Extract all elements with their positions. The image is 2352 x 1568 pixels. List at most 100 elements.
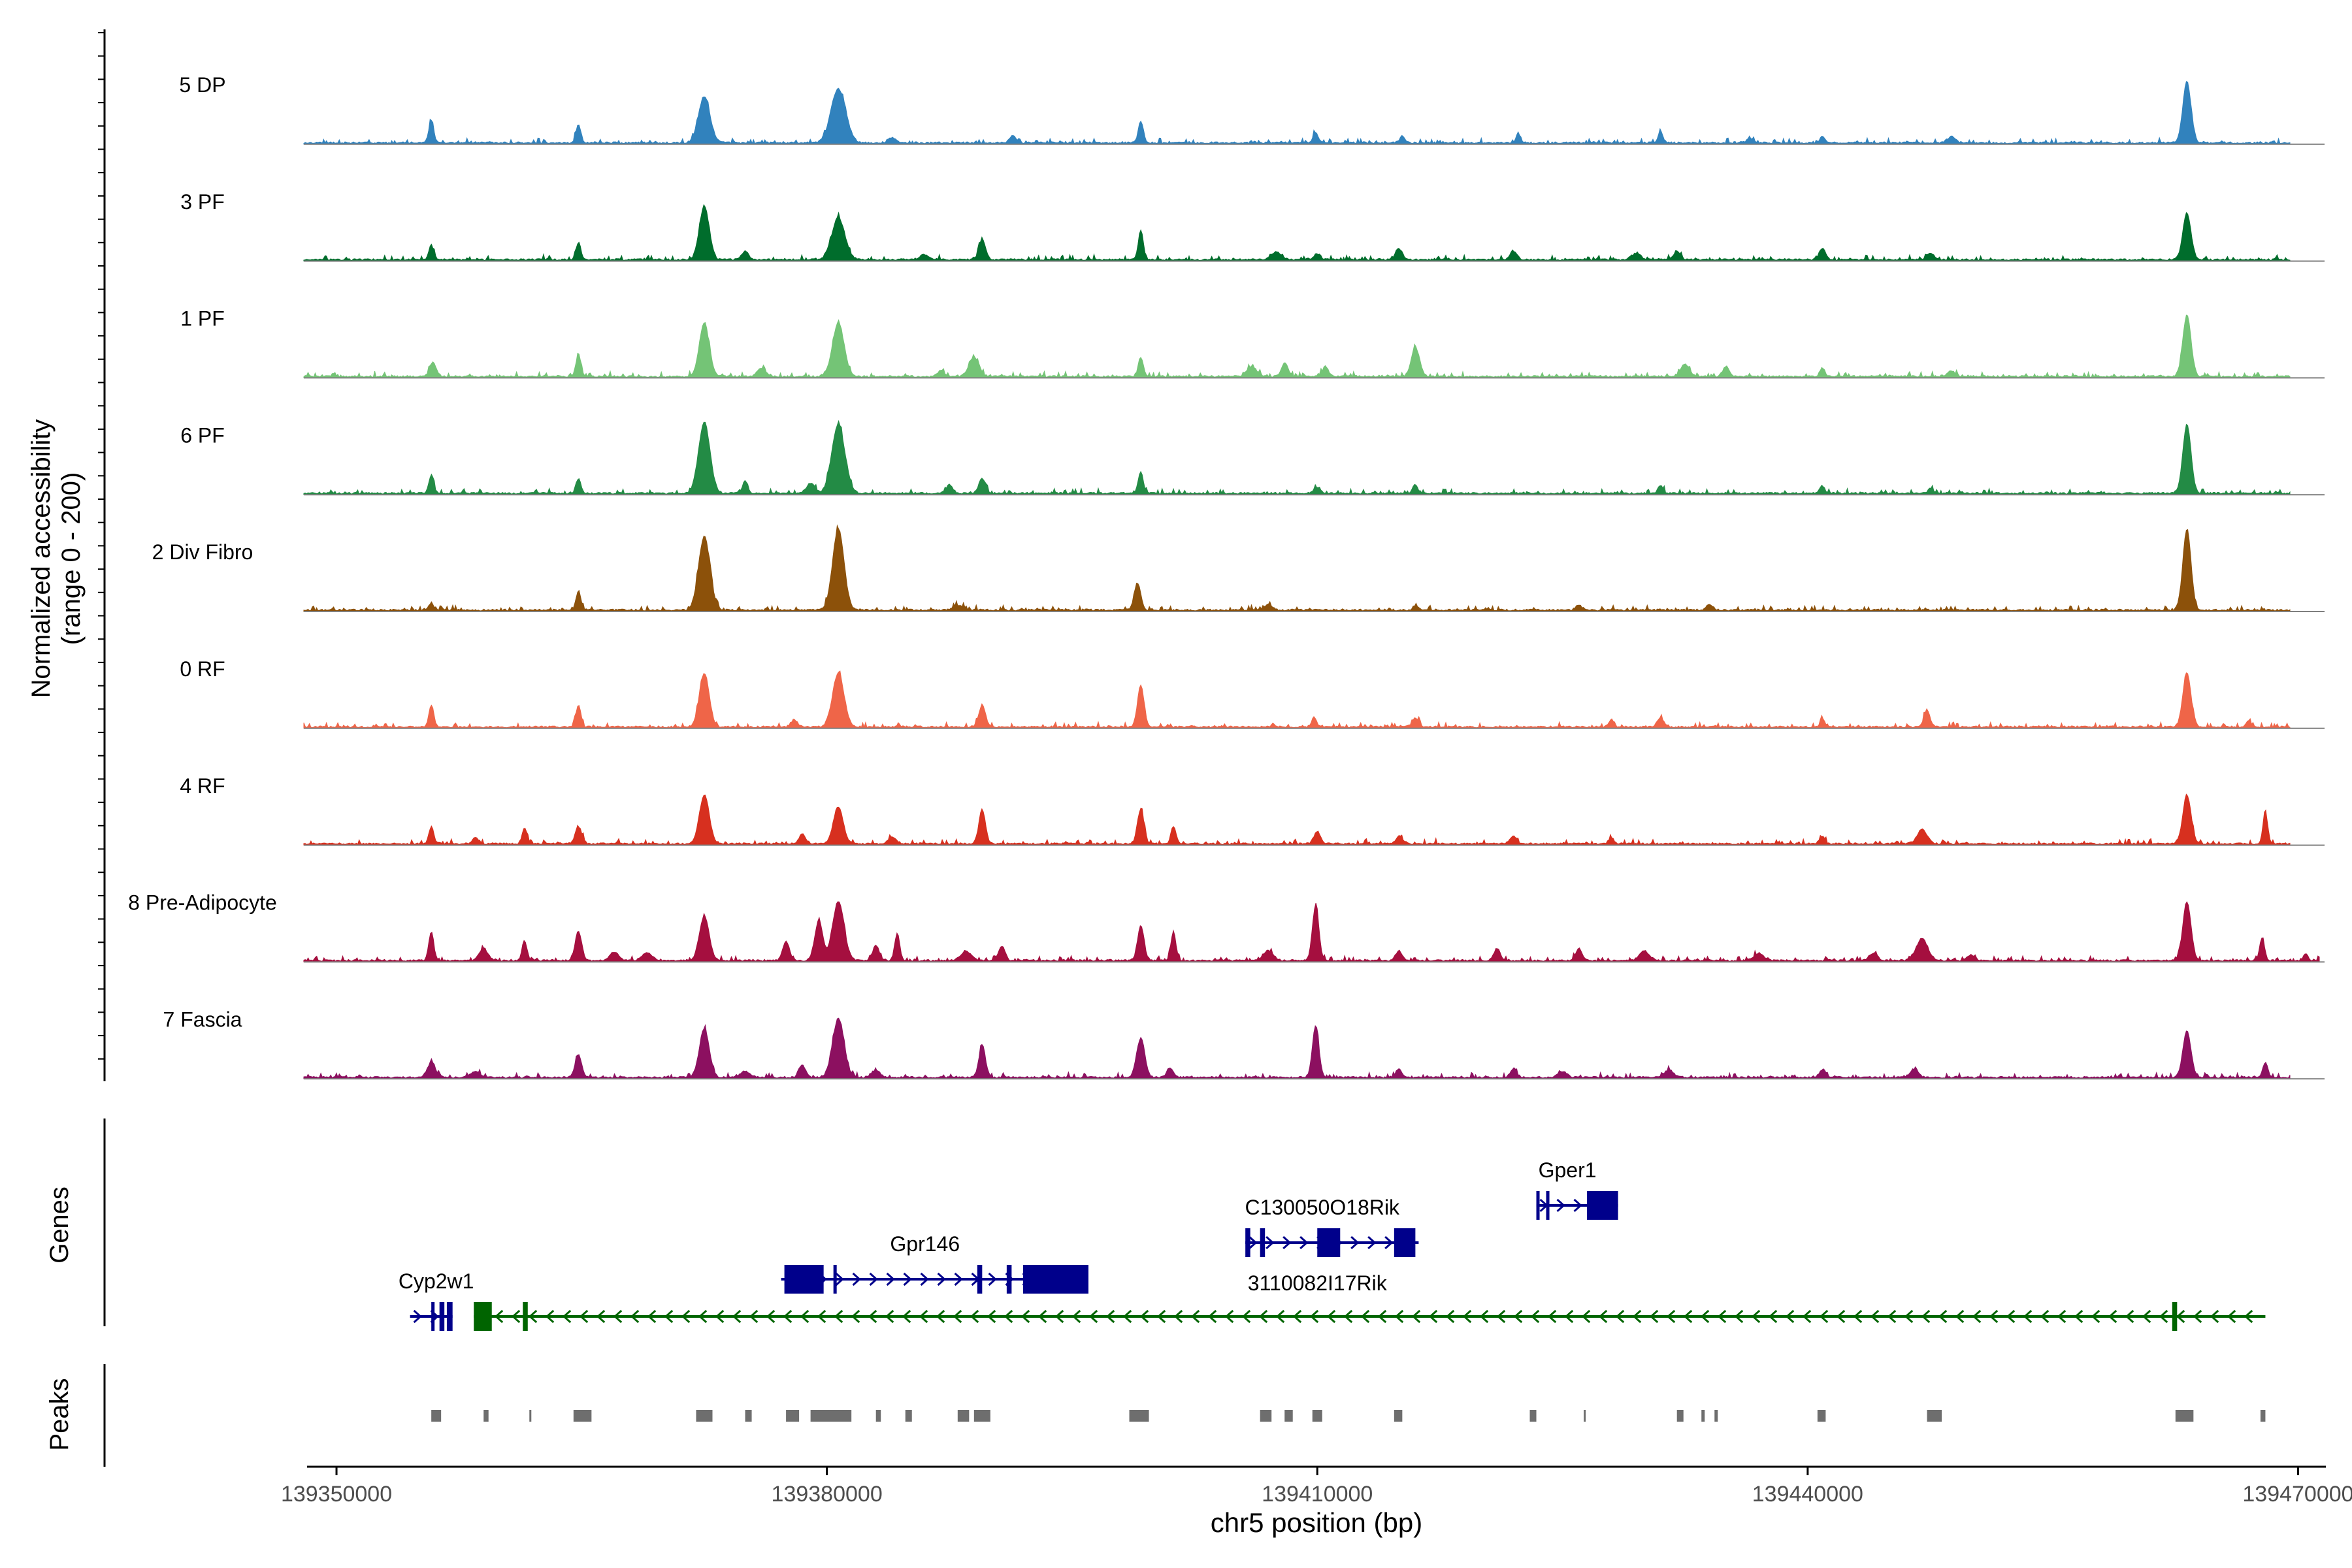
strand-chevron [1649,1309,1659,1324]
strand-chevron [817,1309,826,1324]
strand-chevron [2040,1309,2050,1324]
peak-region [1129,1410,1149,1422]
peak-region [573,1410,592,1422]
strand-chevron [1173,1309,1183,1324]
strand-chevron [1445,1309,1455,1324]
strand-chevron [868,1309,877,1324]
strand-chevron [1377,1309,1387,1324]
coverage-area [303,80,2291,145]
exon [1245,1228,1250,1257]
strand-chevron [2210,1309,2219,1324]
strand-chevron [1853,1309,1863,1324]
gene-Gpr146: Gpr146 [781,1232,1088,1294]
track-label: 3 PF [180,190,225,214]
gene-Cyp2w1: Cyp2w1 [399,1269,474,1331]
y-axis-label-line2: (range 0 - 200) [57,472,86,645]
exon [1587,1191,1618,1220]
strand-chevron [902,1309,911,1324]
strand-chevron [1564,1309,1574,1324]
strand-chevron [1768,1309,1778,1324]
x-tick-label: 139380000 [772,1482,883,1507]
strand-chevron [1249,1235,1258,1250]
peak-region [1676,1410,1684,1422]
peak-region [905,1410,912,1422]
strand-chevron [783,1309,792,1324]
track-label: 7 Fascia [163,1007,242,1031]
strand-chevron [1598,1309,1608,1324]
strand-chevron [1530,1309,1540,1324]
gene-label: 3110082I17Rik [1248,1271,1388,1295]
peak-region [1927,1410,1942,1422]
strand-chevron [2057,1309,2066,1324]
strand-chevron [834,1309,843,1324]
strand-chevron [987,1309,996,1324]
peak-region [1714,1410,1718,1422]
strand-chevron [1207,1309,1217,1324]
peak-region [1584,1410,1586,1422]
track-label: 4 RF [180,774,225,798]
exon [439,1302,445,1331]
strand-chevron [562,1309,572,1324]
strand-chevron [1282,1235,1292,1250]
strand-chevron [698,1309,708,1324]
strand-chevron [1394,1309,1404,1324]
strand-chevron [1904,1309,1914,1324]
peak-region [1394,1410,1403,1422]
exon [1006,1265,1012,1294]
strand-chevron [2074,1309,2083,1324]
strand-chevron [1299,1235,1309,1250]
strand-chevron [1972,1309,1982,1324]
strand-chevron [2227,1309,2236,1324]
peak-region [786,1410,800,1422]
strand-chevron [1054,1309,1064,1324]
strand-chevron [1921,1309,1931,1324]
strand-chevron [1989,1309,1999,1324]
x-tick-label: 139410000 [1262,1482,1373,1507]
strand-chevron [749,1309,759,1324]
coverage-area [303,901,2320,962]
strand-chevron [2159,1309,2168,1324]
strand-chevron [1105,1309,1115,1324]
peak-region [1260,1410,1272,1422]
gene-label: Gpr146 [890,1232,960,1256]
strand-chevron [1700,1309,1710,1324]
peak-region [810,1410,852,1422]
gene-track: Cyp2w1 3110082I17Rik Gpr146 C130050O18Rik Gp… [399,1158,2266,1331]
strand-chevron [886,1272,895,1286]
exon [833,1265,837,1294]
coverage-area [303,793,2291,846]
strand-chevron [1683,1309,1693,1324]
strand-chevron [2023,1309,2033,1324]
strand-chevron [545,1309,555,1324]
strand-chevron [800,1309,809,1324]
strand-chevron [1088,1309,1098,1324]
peak-region [973,1410,990,1422]
coverage-area [303,314,2291,378]
strand-chevron [852,1272,861,1286]
gene-C130050O18Rik: C130050O18Rik [1245,1196,1419,1257]
coverage-area [303,524,2291,612]
strand-chevron [413,1309,422,1324]
strand-chevron [1190,1309,1200,1324]
strand-chevron [919,1309,928,1324]
x-axis-ticks: 139350000 139380000 139410000 139440000 1394… [281,1467,2352,1507]
strand-chevron [1513,1309,1523,1324]
strand-chevron [2193,1309,2202,1324]
track-8: 7 Fascia [163,1007,2325,1080]
gene-label: C130050O18Rik [1245,1196,1400,1219]
strand-chevron [1350,1235,1360,1250]
x-axis-label: chr5 position (bp) [1211,1507,1423,1538]
exon [523,1302,528,1331]
strand-chevron [988,1272,997,1286]
x-tick-label: 139440000 [1752,1482,1863,1507]
exon [1536,1191,1540,1220]
strand-chevron [1666,1309,1676,1324]
strand-chevron [1384,1235,1394,1250]
strand-chevron [596,1309,606,1324]
strand-chevron [1632,1309,1642,1324]
coverage-area [303,204,2291,262]
strand-chevron [1717,1309,1727,1324]
exon [784,1265,824,1294]
strand-chevron [1360,1309,1370,1324]
strand-chevron [715,1309,725,1324]
